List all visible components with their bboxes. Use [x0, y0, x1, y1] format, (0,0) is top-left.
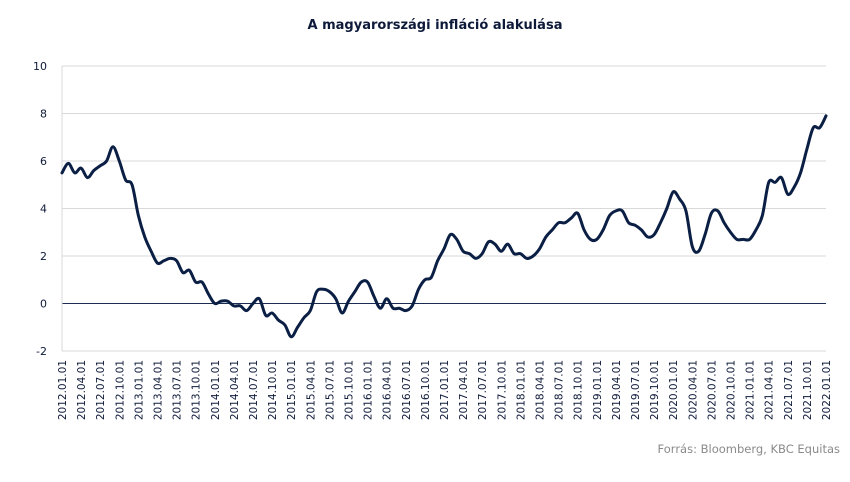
y-tick-label: 2	[40, 250, 47, 263]
x-tick-label: 2019.10.01	[649, 360, 661, 420]
x-tick-label: 2014.07.01	[248, 360, 260, 420]
x-tick-label: 2015.07.01	[324, 360, 336, 420]
chart-title: A magyarországi infláció alakulása	[307, 18, 563, 33]
x-tick-label: 2012.01.01	[57, 360, 69, 420]
x-tick-label: 2013.01.01	[133, 360, 145, 420]
x-tick-label: 2018.04.01	[535, 360, 547, 420]
x-tick-label: 2014.04.01	[229, 360, 241, 420]
x-tick-label: 2015.10.01	[344, 360, 356, 420]
x-tick-label: 2016.04.01	[382, 360, 394, 420]
x-tick-label: 2012.04.01	[76, 360, 88, 420]
x-tick-label: 2012.07.01	[95, 360, 107, 420]
y-tick-label: 4	[40, 203, 47, 216]
x-tick-label: 2017.10.01	[496, 360, 508, 420]
x-tick-label: 2020.07.01	[706, 360, 718, 420]
x-tick-label: 2021.07.01	[783, 360, 795, 420]
x-tick-label: 2013.07.01	[172, 360, 184, 420]
x-tick-label: 2020.01.01	[668, 360, 680, 420]
x-tick-label: 2017.01.01	[439, 360, 451, 420]
y-tick-label: 8	[40, 108, 47, 121]
y-tick-label: 0	[40, 298, 47, 311]
y-tick-label: -2	[36, 345, 47, 358]
x-tick-label: 2019.04.01	[611, 360, 623, 420]
x-tick-label: 2018.10.01	[573, 360, 585, 420]
x-tick-label: 2016.01.01	[363, 360, 375, 420]
x-tick-label: 2021.01.01	[745, 360, 757, 420]
source-note: Forrás: Bloomberg, KBC Equitas	[657, 442, 840, 456]
grid-layer	[61, 65, 826, 352]
x-tick-label: 2013.04.01	[153, 360, 165, 420]
x-tick-label: 2019.07.01	[630, 360, 642, 420]
y-axis: -2 0 2 4 6 8 10	[33, 60, 47, 358]
x-tick-label: 2021.10.01	[802, 360, 814, 420]
x-tick-label: 2018.07.01	[554, 360, 566, 420]
x-tick-label: 2015.01.01	[286, 360, 298, 420]
x-tick-label: 2014.10.01	[267, 360, 279, 420]
x-tick-label: 2020.04.01	[687, 360, 699, 420]
x-tick-label: 2022.01.01	[821, 360, 833, 420]
x-tick-label: 2016.07.01	[401, 360, 413, 420]
x-axis: 2012.01.01 2012.04.01 2012.07.01 2012.10.01…	[57, 360, 833, 420]
x-tick-label: 2013.10.01	[191, 360, 203, 420]
x-tick-label: 2012.10.01	[114, 360, 126, 420]
x-tick-label: 2018.01.01	[515, 360, 527, 420]
y-tick-label: 10	[33, 60, 47, 73]
x-tick-label: 2021.04.01	[764, 360, 776, 420]
x-tick-label: 2017.04.01	[458, 360, 470, 420]
x-tick-label: 2017.07.01	[477, 360, 489, 420]
series-line-inflation	[60, 114, 828, 339]
x-tick-label: 2019.01.01	[592, 360, 604, 420]
x-tick-label: 2020.10.01	[726, 360, 738, 420]
x-tick-label: 2014.01.01	[210, 360, 222, 420]
y-tick-label: 6	[40, 155, 47, 168]
x-tick-label: 2016.10.01	[420, 360, 432, 420]
x-tick-label: 2015.04.01	[305, 360, 317, 420]
